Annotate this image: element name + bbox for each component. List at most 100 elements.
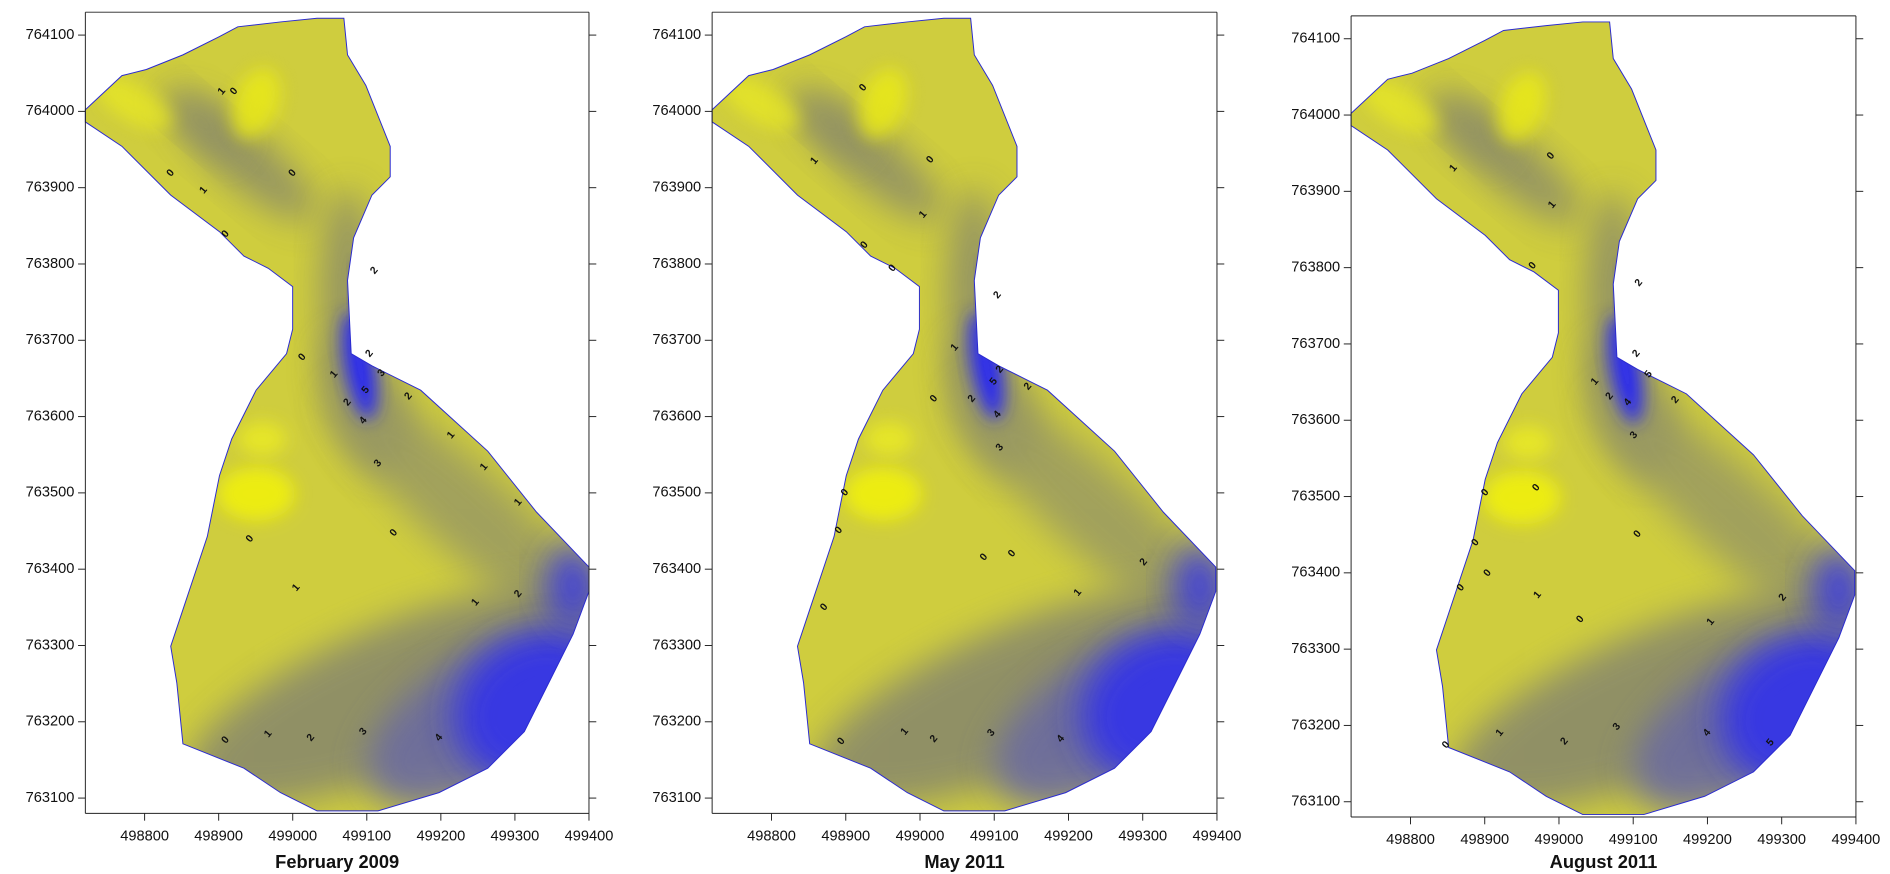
contour-label: 3 — [1628, 430, 1640, 442]
y-tick-label: 763800 — [1291, 260, 1340, 276]
y-tick-label: 763600 — [1291, 412, 1340, 428]
y-tick-label: 763900 — [26, 180, 75, 196]
contour-label: 3 — [1611, 721, 1623, 733]
contour-label: 1 — [512, 497, 524, 509]
contour-label: 0 — [839, 487, 851, 499]
contour-label: 0 — [818, 601, 830, 613]
contour-label: 1 — [917, 209, 929, 221]
contour-label: 1 — [445, 430, 457, 442]
contour-label: 1 — [328, 369, 340, 381]
contour-label: 0 — [1574, 614, 1586, 626]
y-tick-label: 763500 — [652, 485, 701, 501]
contour-label: 4 — [433, 732, 445, 744]
y-tick-label: 763700 — [1291, 336, 1340, 352]
contour-label: 0 — [1482, 567, 1494, 579]
contour-label: 3 — [357, 726, 369, 738]
depth-zone — [864, 421, 914, 457]
y-tick-label: 763300 — [26, 637, 75, 653]
contour-label: 0 — [244, 533, 256, 545]
contour-label: 0 — [228, 86, 240, 98]
y-tick-label: 763100 — [652, 790, 701, 806]
depth-zone — [789, 87, 867, 156]
depth-zone — [162, 87, 241, 156]
x-tick-label: 499000 — [896, 828, 945, 844]
lake-outline — [711, 17, 1217, 812]
y-tick-label: 763900 — [1291, 183, 1340, 199]
contour-label: 2 — [966, 393, 978, 405]
contour-label: 0 — [1527, 260, 1539, 272]
y-tick-label: 763200 — [1291, 717, 1340, 733]
contour-label: 0 — [165, 167, 177, 179]
contour-label: 2 — [305, 732, 317, 744]
contour-label: 2 — [368, 265, 380, 277]
x-tick-label: 499000 — [1535, 832, 1584, 848]
contour-label: 0 — [220, 734, 232, 746]
depth-zone — [1361, 80, 1438, 134]
y-tick-label: 763200 — [26, 714, 75, 730]
depth-zone — [1497, 72, 1546, 143]
contour-label: 0 — [859, 239, 871, 251]
y-tick-label: 763700 — [26, 332, 75, 348]
depth-zone — [217, 467, 296, 521]
map-title: February 2009 — [275, 851, 399, 872]
depth-zone — [1482, 470, 1561, 525]
contour-label: 0 — [1470, 537, 1482, 549]
contour-label: 1 — [216, 86, 228, 98]
contour-label: 2 — [928, 733, 940, 745]
contour-label: 0 — [928, 393, 940, 405]
y-tick-label: 763500 — [26, 485, 75, 501]
contour-label: 0 — [388, 527, 400, 539]
y-tick-label: 764100 — [1291, 31, 1340, 47]
contour-label: 3 — [985, 727, 997, 739]
y-tick-label: 763600 — [26, 408, 75, 424]
x-tick-label: 499100 — [342, 828, 391, 844]
contour-label: 5 — [988, 376, 1000, 388]
contour-label: 0 — [1545, 150, 1557, 162]
y-tick-label: 763400 — [1291, 565, 1340, 581]
contour-label: 1 — [478, 461, 490, 473]
y-tick-label: 764100 — [26, 27, 75, 43]
contour-label: 1 — [290, 582, 302, 594]
contour-label: 0 — [1440, 739, 1452, 751]
contour-label: 1 — [1448, 163, 1460, 175]
x-tick-label: 498800 — [120, 828, 169, 844]
lake-outline — [84, 17, 590, 812]
contour-label: 4 — [992, 409, 1004, 421]
contour-label: 1 — [470, 597, 482, 609]
contour-label: 0 — [1006, 548, 1018, 560]
contour-label: 1 — [1072, 587, 1084, 599]
contour-label: 3 — [376, 367, 388, 379]
x-tick-label: 499200 — [1044, 828, 1093, 844]
contour-label: 2 — [994, 364, 1006, 376]
contour-label: 3 — [372, 458, 384, 470]
map-panel: 498800 498900 499000 499100 499200 499300 4994… — [652, 11, 1241, 872]
contour-label: 5 — [1643, 369, 1655, 381]
x-tick-label: 499300 — [1118, 828, 1167, 844]
depth-zone — [1173, 542, 1216, 628]
lake-outline — [1350, 21, 1856, 816]
y-tick-label: 763800 — [26, 256, 75, 272]
depth-zone — [1427, 91, 1506, 160]
y-tick-label: 763800 — [652, 256, 701, 272]
contour-label: 1 — [262, 728, 274, 740]
y-tick-label: 763700 — [652, 332, 701, 348]
depth-zone — [237, 421, 287, 457]
contour-label: 2 — [1777, 592, 1789, 604]
contour-label: 1 — [1589, 376, 1601, 388]
contour-label: 2 — [1022, 381, 1034, 393]
x-tick-label: 499100 — [1609, 832, 1658, 848]
contour-label: 1 — [1546, 199, 1558, 211]
y-tick-label: 763200 — [652, 714, 701, 730]
y-tick-label: 763300 — [652, 637, 701, 653]
contour-label: 2 — [1633, 277, 1645, 289]
depth-zone — [1503, 425, 1553, 460]
x-tick-label: 499300 — [491, 828, 540, 844]
depth-zone — [1812, 546, 1855, 632]
x-tick-label: 499400 — [565, 828, 614, 844]
contour-label: 2 — [364, 348, 376, 360]
y-tick-label: 763900 — [652, 180, 701, 196]
contour-label: 1 — [949, 342, 961, 354]
depth-zone — [957, 385, 1216, 639]
contour-label: 4 — [1701, 727, 1713, 739]
contour-label: 0 — [835, 736, 847, 748]
